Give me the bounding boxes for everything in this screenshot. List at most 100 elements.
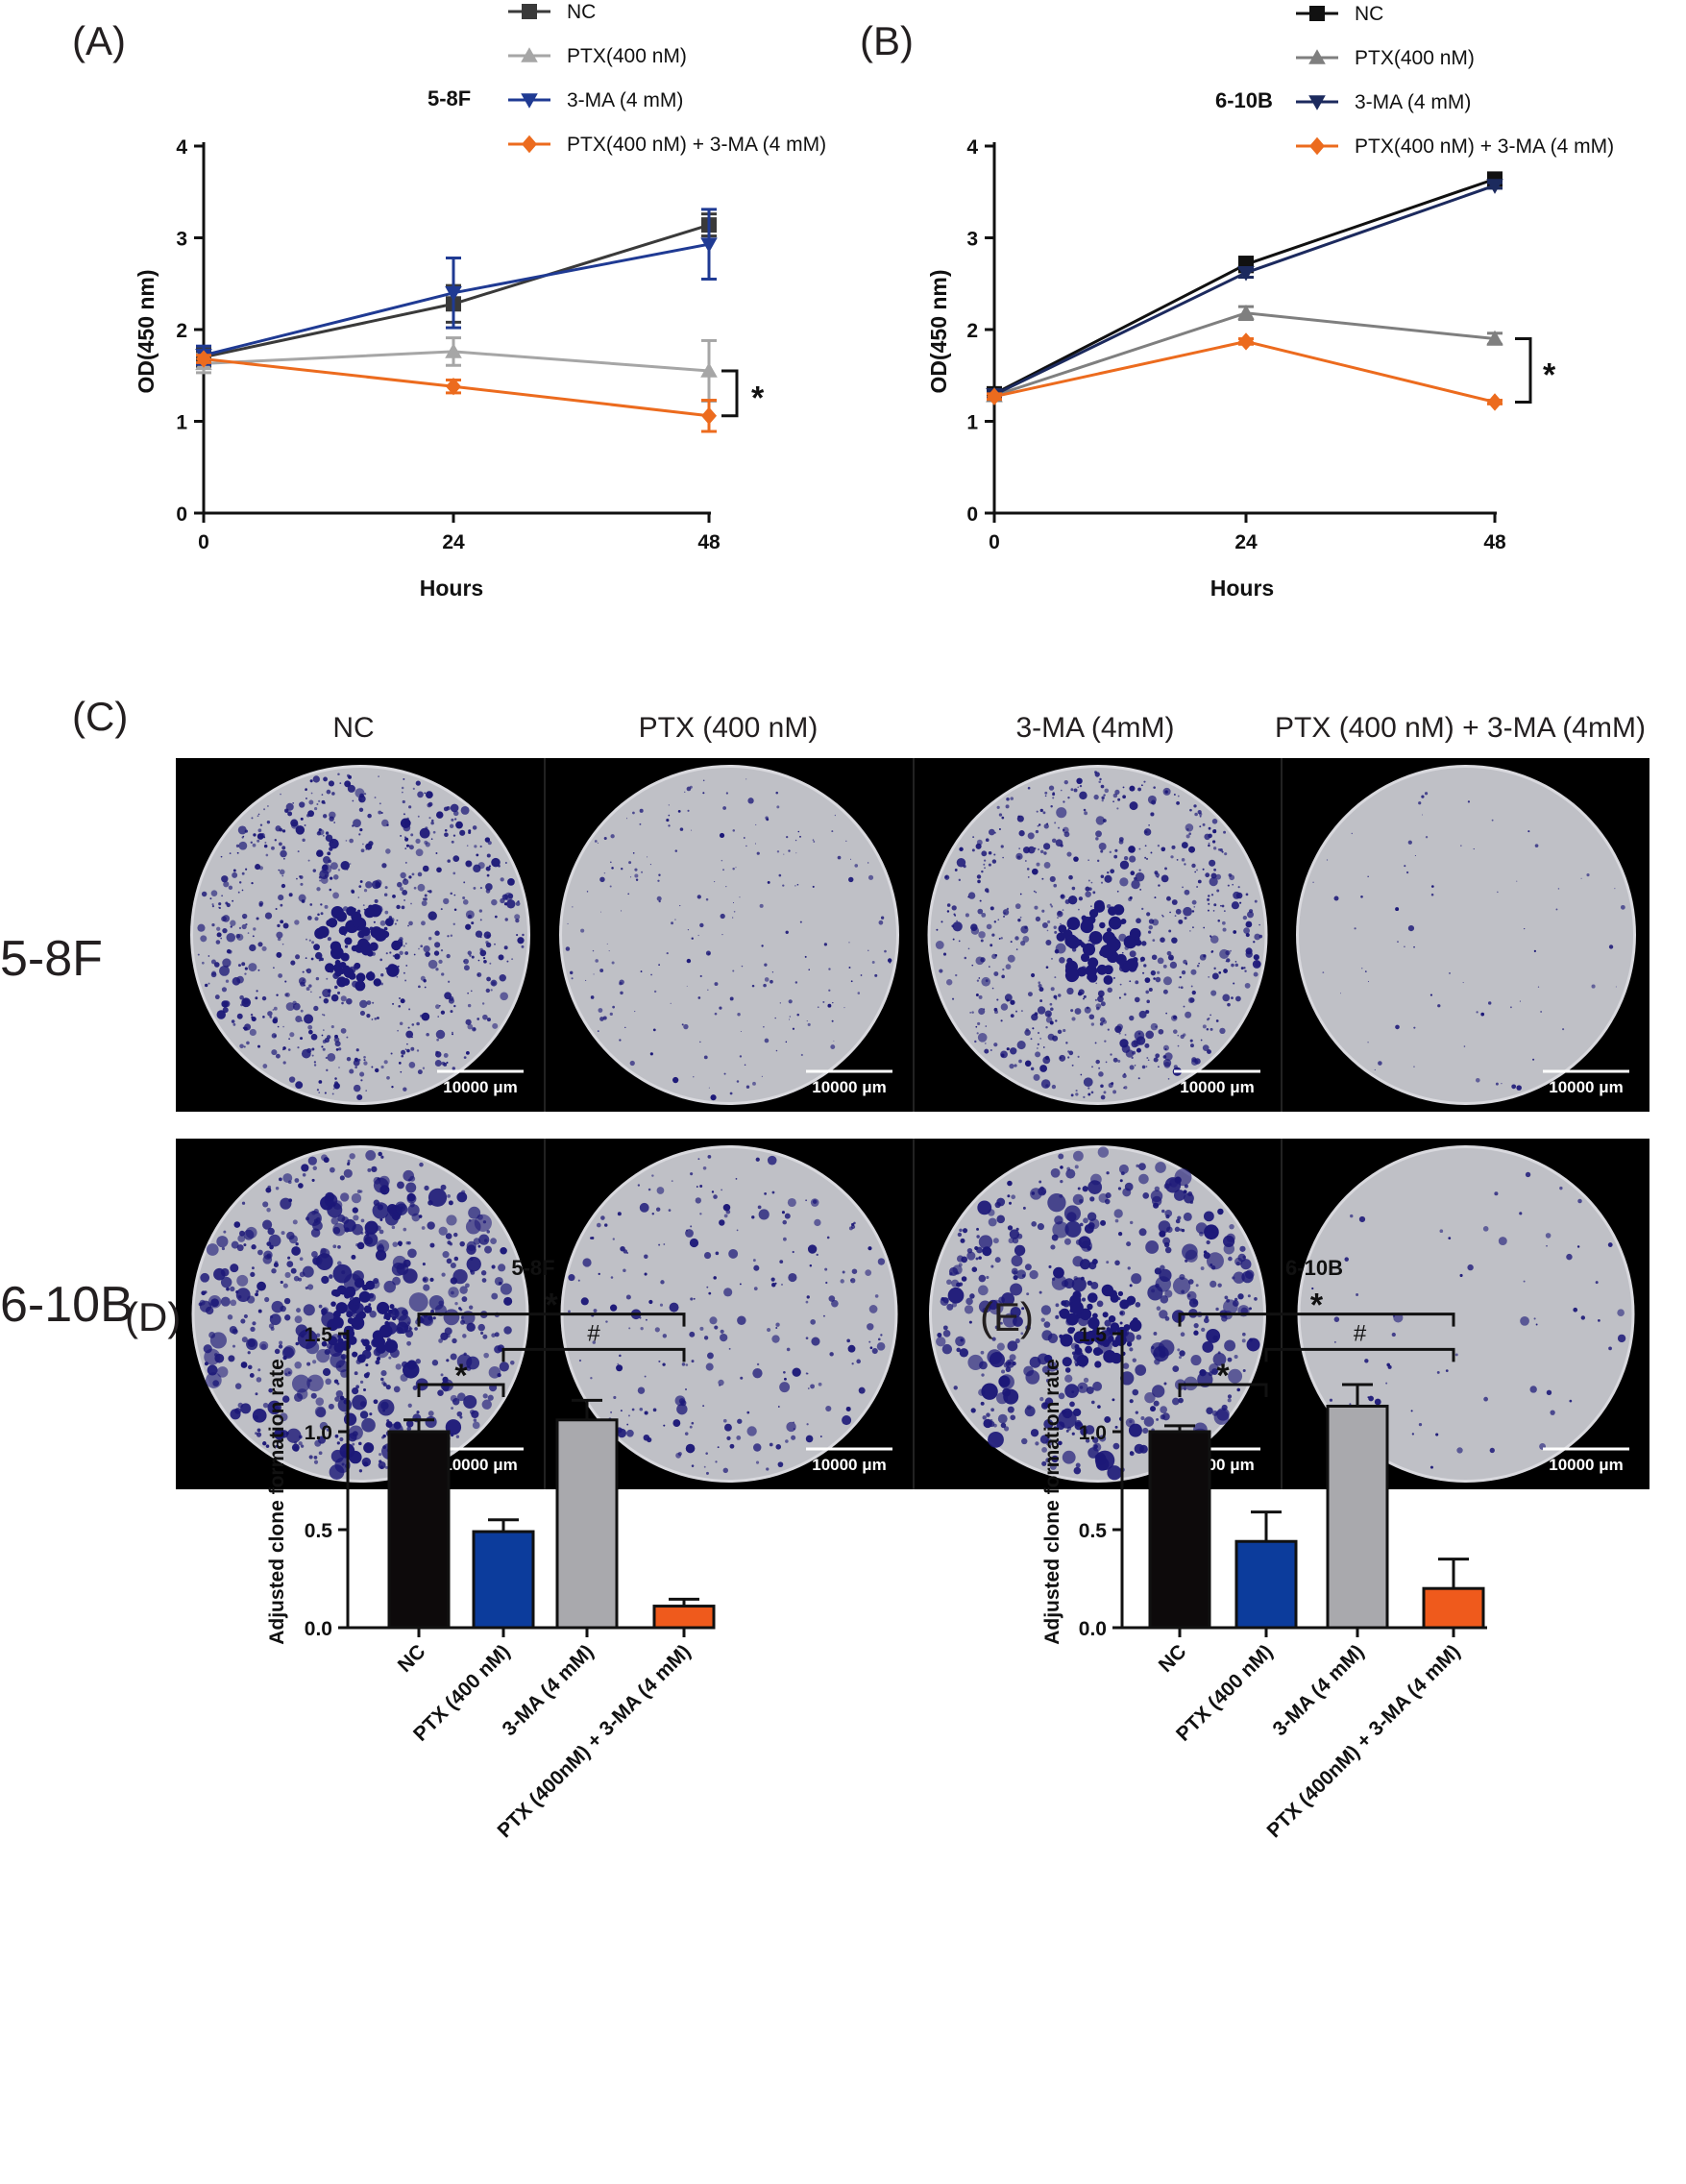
colony [465,1050,470,1055]
colony [1429,994,1432,996]
colony [1473,848,1475,850]
colony [263,808,266,811]
colony [1160,937,1165,943]
colony [284,980,287,983]
colony [1007,1180,1013,1187]
panel-e-y-tick-label: 0.5 [1079,1520,1108,1542]
colony [491,898,498,906]
colony [453,894,456,896]
colony [242,835,245,838]
plate-5-8F-1: 10000 μm [559,765,899,1105]
colony [440,948,444,952]
colony [442,1376,449,1383]
colony [432,1316,436,1320]
colony [1061,1300,1067,1307]
colony [964,956,967,960]
colony [988,1299,998,1311]
colony [1199,825,1202,828]
colony [779,1382,791,1393]
colony [1223,969,1228,973]
colony [1123,993,1127,996]
colony [1006,1047,1010,1051]
colony [216,926,221,931]
panel-a-data-point [700,237,718,253]
colony [385,952,388,955]
colony [230,1299,237,1307]
colony [412,787,415,790]
panel-d-y-title: Adjusted clone formation rate [266,1359,288,1645]
colony [1100,1084,1104,1089]
colony [447,935,450,938]
colony [1223,830,1227,834]
colony [769,1442,773,1447]
colony [372,1001,375,1004]
colony [243,1229,255,1240]
colony [354,1057,359,1063]
panel-d-comparison-bracket [417,1383,505,1398]
colony [379,1218,383,1222]
colony [970,1408,976,1413]
colony [969,1012,972,1014]
colony [424,840,428,845]
colony [462,896,466,899]
colony [785,1041,788,1043]
panel-d-bar [472,1530,535,1630]
colony [963,865,966,869]
colony [1185,1011,1192,1018]
colony [824,1267,828,1271]
colony [856,1359,861,1364]
colony [466,1244,476,1255]
colony [321,1311,327,1315]
plate-6-10B-2: 10000 μm [929,1145,1266,1483]
colony [990,944,993,947]
colony [329,1274,333,1279]
colony [247,1364,253,1370]
colony [290,1267,297,1274]
colony [220,1276,232,1288]
colony [1387,1364,1392,1369]
colony [1169,911,1171,914]
colony [473,1238,481,1245]
colony [612,1238,615,1240]
colony [981,976,991,987]
colony [330,1166,335,1173]
colony [828,989,831,992]
colony [432,830,436,834]
colony [1241,1270,1254,1284]
colony [868,1340,871,1343]
colony [990,1049,992,1052]
colony [647,856,648,858]
colony [258,833,261,836]
colony [1045,940,1052,945]
colony [473,887,476,890]
colony [984,867,986,870]
colony [1436,1370,1440,1374]
colony [1189,1043,1194,1048]
colony [294,1315,303,1324]
colony [1253,954,1259,961]
colony [1248,1307,1252,1311]
colony [1135,1364,1147,1376]
colony [491,1264,496,1269]
colony [1161,1209,1165,1214]
colony [1217,1283,1222,1288]
colony [582,1258,592,1267]
colony [1029,1356,1041,1368]
colony [477,1323,485,1332]
panel-d-y-tick-label: 1.5 [305,1324,333,1346]
colony [1051,957,1053,960]
colony [483,959,487,964]
colony [1527,830,1530,833]
colony [467,914,473,919]
colony [1085,886,1090,892]
colony [470,990,473,993]
colony [850,1224,856,1229]
panel-a-data-point [446,378,461,396]
colony [751,1215,755,1219]
colony [1139,956,1146,962]
colony [1176,800,1180,805]
colony [408,845,414,850]
colony [324,874,328,877]
colony [1097,1349,1104,1355]
colony [429,1242,435,1248]
